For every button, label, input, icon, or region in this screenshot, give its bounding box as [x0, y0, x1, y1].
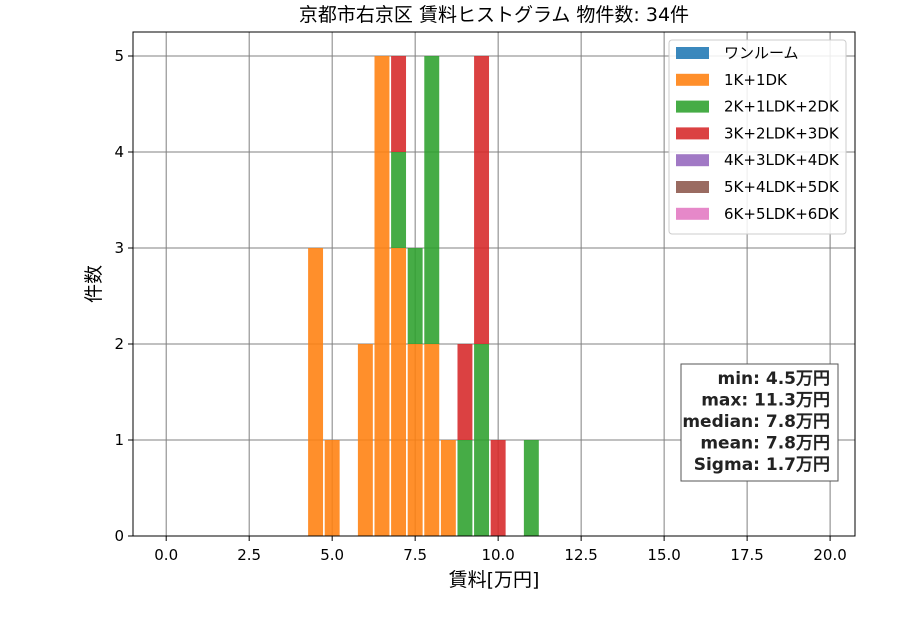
legend-swatch — [676, 100, 709, 113]
bar-segment — [474, 56, 490, 344]
legend-swatch — [676, 47, 709, 59]
legend-box — [668, 39, 847, 235]
legend-swatch — [676, 73, 709, 86]
y-axis-label: 件数 — [83, 265, 105, 303]
y-tick-label: 5 — [114, 47, 124, 65]
y-tick-label: 0 — [114, 527, 124, 545]
bar-segment — [407, 248, 423, 344]
bar-segment — [391, 248, 407, 536]
x-tick-label: 2.5 — [237, 546, 261, 564]
bar-segment — [391, 56, 407, 152]
bar-segment — [457, 440, 473, 536]
legend-label: 4K+3LDK+4DK — [724, 151, 840, 169]
bar-segment — [324, 440, 340, 536]
bar-segment — [374, 56, 390, 536]
x-tick-label: 10.0 — [481, 546, 514, 564]
y-tick-label: 2 — [114, 335, 124, 353]
legend-label: 3K+2LDK+3DK — [724, 124, 840, 142]
legend-label: 1K+1DK — [724, 71, 788, 89]
y-tick-label: 4 — [114, 143, 124, 161]
y-tick-label: 1 — [114, 431, 124, 449]
bar-segment — [523, 440, 539, 536]
x-tick-label: 7.5 — [403, 546, 427, 564]
chart-title: 京都市右京区 賃料ヒストグラム 物件数: 34件 — [299, 4, 689, 26]
bars — [308, 56, 539, 536]
x-tick-label: 12.5 — [564, 546, 597, 564]
stats-line: min: 4.5万円 — [718, 369, 830, 389]
bar-segment — [424, 344, 440, 536]
stats-frame — [680, 363, 839, 482]
bar-segment — [308, 248, 324, 536]
bar-segment — [424, 56, 440, 344]
legend-swatch — [676, 181, 709, 193]
x-axis-label: 賃料[万円] — [449, 569, 540, 591]
x-tick-label: 5.0 — [320, 546, 344, 564]
stats-line: max: 11.3万円 — [701, 391, 830, 411]
x-tick-label: 20.0 — [813, 546, 846, 564]
legend-label: 6K+5LDK+6DK — [724, 205, 840, 223]
axis-ticks: 0.0 2.5 5.0 7.5 10.0 12.5 15.0 17.5 20.0 0 1 2 3 4 5 — [114, 47, 846, 564]
legend-swatch — [676, 207, 709, 220]
legend-label: 2K+1LDK+2DK — [724, 98, 840, 116]
legend-label: 5K+4LDK+5DK — [724, 178, 840, 196]
stats-line: Sigma: 1.7万円 — [694, 455, 830, 475]
x-tick-label: 17.5 — [730, 546, 763, 564]
stats-line: mean: 7.8万円 — [700, 434, 830, 454]
legend-swatch — [676, 127, 709, 140]
bar-segment — [407, 344, 423, 536]
bar-segment — [474, 344, 490, 536]
bar-segment — [457, 344, 473, 440]
legend: ワンルーム 1K+1DK 2K+1LDK+2DK 3K+2LDK+3DK 4K+3LDK… — [668, 39, 847, 235]
x-tick-label: 15.0 — [647, 546, 680, 564]
legend-label: ワンルーム — [724, 44, 799, 62]
stats-line: median: 7.8万円 — [682, 412, 830, 432]
x-tick-label: 0.0 — [154, 546, 178, 564]
plot-frame — [132, 31, 856, 537]
bar-segment — [440, 440, 456, 536]
bar-segment — [490, 440, 506, 536]
bar-segment — [391, 152, 407, 248]
bar-segment — [357, 344, 373, 536]
legend-swatch — [676, 154, 709, 167]
y-tick-label: 3 — [114, 239, 124, 257]
